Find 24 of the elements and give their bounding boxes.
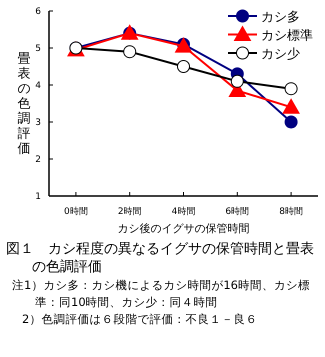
xtick: 4時間	[172, 207, 196, 217]
xlabel: カシ後のイグサの保管時間	[118, 222, 250, 235]
title: 図１ カシ程度の異なるイグサの保管時間と畳表の色調評価	[6, 241, 314, 275]
ytick: 3	[35, 118, 41, 128]
point	[230, 74, 244, 88]
ylabel: 畳表の色調評価	[18, 52, 30, 156]
xtick: 6時間	[225, 207, 250, 217]
ytick: 2	[35, 155, 41, 165]
legend-label: カシ少	[261, 47, 300, 62]
xtick: 2時間	[118, 207, 142, 217]
legend-label: カシ多	[261, 10, 300, 25]
xtick: 8時間	[279, 207, 303, 217]
ytick: 5	[35, 44, 41, 54]
point	[123, 45, 136, 58]
annotation: 注1）カシ多：カシ機によるカシ時間が16時間、カシ標準：同10時間、カシ少：同４時間	[12, 278, 310, 309]
ytick: 6	[35, 7, 41, 17]
xtick: 0時間	[64, 207, 88, 217]
point	[177, 60, 190, 73]
point	[284, 116, 298, 128]
point	[282, 98, 300, 114]
ytick: 1	[35, 192, 41, 202]
legend-label: カシ標準	[261, 28, 313, 44]
ytick: 4	[35, 81, 41, 91]
annotation: 2）色調評価は６段階で評価：不良１－良６	[22, 312, 258, 326]
